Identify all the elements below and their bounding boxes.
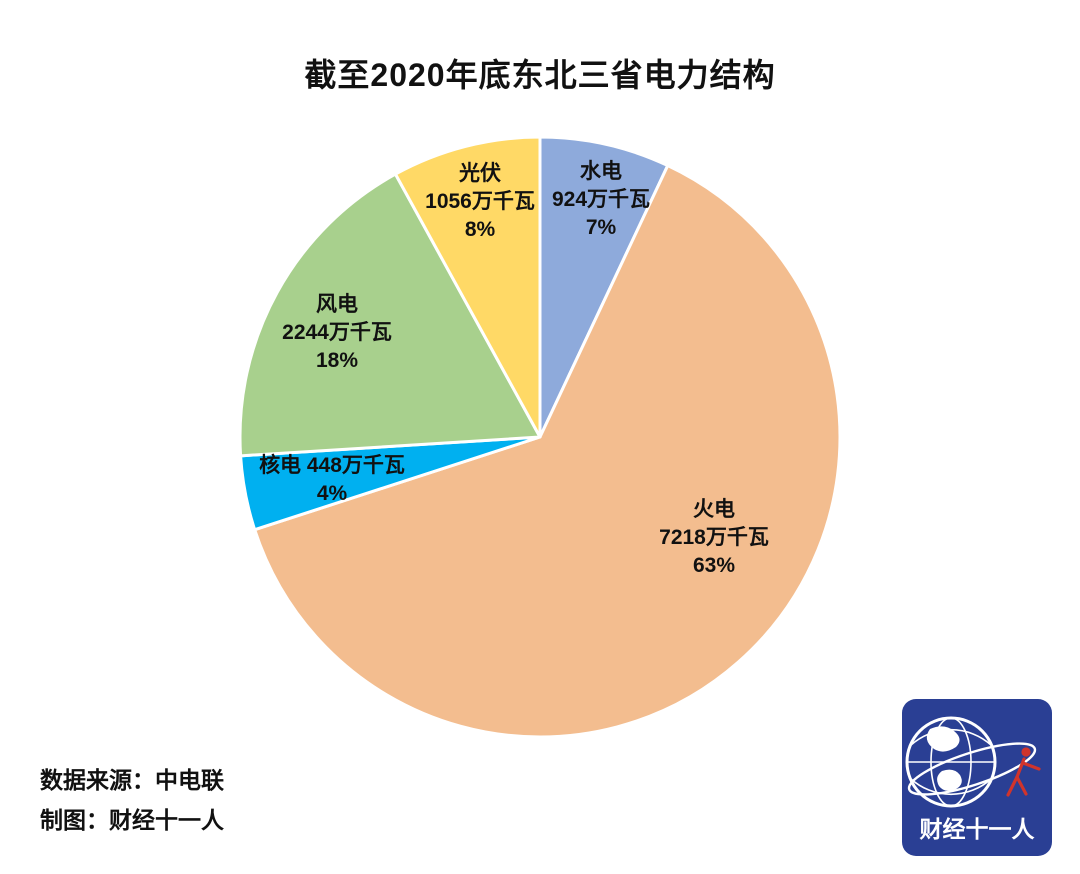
pie-slice-thermal: [253, 164, 842, 739]
data-source-text: 数据来源：中电联: [40, 767, 224, 793]
pie-label-hydro: 水电 924万千瓦 7%: [552, 160, 650, 239]
footer: 数据来源：中电联 制图：财经十一人: [40, 760, 224, 840]
chart-title: 截至2020年底东北三省电力结构: [304, 57, 776, 93]
publisher-logo-graphic: 财经十一人: [902, 699, 1052, 856]
publisher-logo: 财经十一人: [902, 699, 1052, 856]
orbit-ring-icon: [907, 742, 1037, 796]
pie-slice-hydro: [538, 135, 670, 439]
logo-text: 财经十一人: [920, 816, 1036, 842]
pie-label-thermal: 火电 7218万千瓦 63%: [659, 498, 769, 577]
credit-text: 制图：财经十一人: [40, 807, 224, 833]
globe-icon: [905, 716, 997, 808]
pie-slice-solar: [393, 135, 542, 439]
pie-label-wind: 风电 2244万千瓦 18%: [282, 293, 392, 372]
pie-label-nuclear: 核电 448万千瓦 4%: [259, 453, 405, 505]
fencer-icon: [1006, 747, 1041, 797]
pie-label-solar: 光伏 1056万千瓦 8%: [425, 161, 535, 241]
pie-slice-wind: [238, 172, 542, 458]
